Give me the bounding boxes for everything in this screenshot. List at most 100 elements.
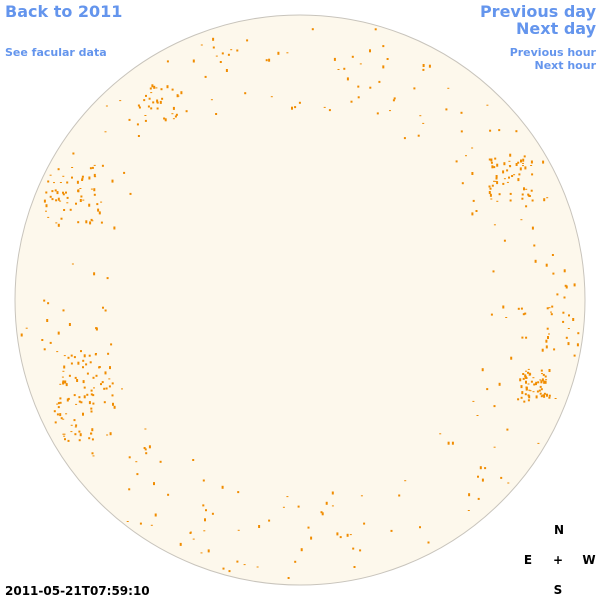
facula [525, 370, 527, 372]
previous-day-link[interactable]: Previous day [480, 2, 597, 21]
facula [86, 372, 89, 375]
facula [551, 254, 554, 256]
facular-link[interactable]: See facular data [5, 46, 107, 59]
facula [265, 59, 268, 62]
facula [71, 176, 73, 179]
facula [113, 405, 116, 409]
facula [515, 163, 518, 166]
facula [69, 208, 72, 211]
facula [153, 482, 155, 486]
facula [91, 428, 94, 432]
facula [128, 488, 131, 491]
next-day-link[interactable]: Next day [516, 19, 597, 38]
facula [417, 134, 420, 137]
facula [419, 115, 422, 117]
facula [93, 173, 96, 177]
facula [57, 197, 60, 201]
facula [82, 359, 85, 362]
facula [66, 398, 69, 402]
facula [57, 331, 60, 335]
facula [179, 542, 182, 546]
facula [192, 59, 195, 63]
facula [243, 564, 246, 566]
previous-hour-link[interactable]: Previous hour [510, 46, 597, 59]
facula [150, 92, 153, 94]
facula [522, 158, 525, 162]
facula [156, 101, 159, 104]
facula [527, 394, 530, 397]
facula [78, 439, 81, 442]
facula [527, 399, 530, 402]
facula [166, 60, 169, 63]
facula [100, 201, 103, 203]
facula [378, 80, 381, 83]
facula [70, 424, 73, 426]
facula [93, 164, 96, 166]
facula [510, 356, 513, 360]
facula [291, 106, 293, 110]
facula [92, 376, 95, 379]
facula [509, 192, 512, 195]
facula [82, 412, 84, 416]
facula [323, 106, 326, 108]
facula [62, 381, 65, 385]
facula [540, 369, 543, 372]
facula [522, 165, 524, 167]
facula [56, 191, 59, 195]
facula [495, 177, 498, 180]
facula [49, 195, 52, 198]
back-link[interactable]: Back to 2011 [5, 2, 122, 21]
facula [475, 210, 478, 212]
facula [541, 373, 543, 375]
facula [137, 135, 140, 137]
facula [300, 548, 303, 552]
facula [509, 165, 512, 168]
facula [521, 391, 524, 395]
facula [374, 28, 377, 31]
facula [109, 366, 111, 370]
facula [477, 475, 479, 478]
facula [550, 311, 552, 313]
facula [573, 354, 576, 357]
facula [148, 97, 151, 100]
facula [47, 216, 50, 218]
facula [45, 191, 48, 194]
facula [471, 212, 474, 216]
facula [215, 55, 218, 57]
facula [428, 64, 431, 68]
facula [62, 433, 65, 435]
facula [108, 378, 111, 380]
facula [62, 418, 65, 420]
facula [111, 394, 114, 397]
facula [93, 272, 96, 276]
facula [530, 380, 533, 383]
facula [547, 336, 549, 339]
facula [156, 99, 159, 103]
facula [331, 505, 334, 507]
facula [221, 52, 224, 55]
facula [63, 365, 66, 369]
facula [128, 456, 131, 459]
facula [86, 393, 89, 396]
facula [144, 428, 147, 430]
facula [498, 382, 501, 386]
facula [93, 188, 96, 192]
facula [83, 386, 86, 389]
facula [546, 197, 549, 199]
facula [491, 184, 494, 187]
facula [268, 519, 271, 522]
facula [494, 157, 497, 160]
facula [548, 307, 551, 309]
facula [496, 181, 499, 185]
next-hour-link[interactable]: Next hour [535, 59, 597, 72]
facula [106, 434, 109, 436]
facula [563, 296, 566, 299]
facula [294, 106, 297, 109]
facula [150, 524, 153, 526]
facula [493, 405, 496, 408]
facula [135, 461, 138, 463]
facula [236, 49, 239, 52]
facula [346, 533, 349, 537]
facula [517, 161, 520, 164]
